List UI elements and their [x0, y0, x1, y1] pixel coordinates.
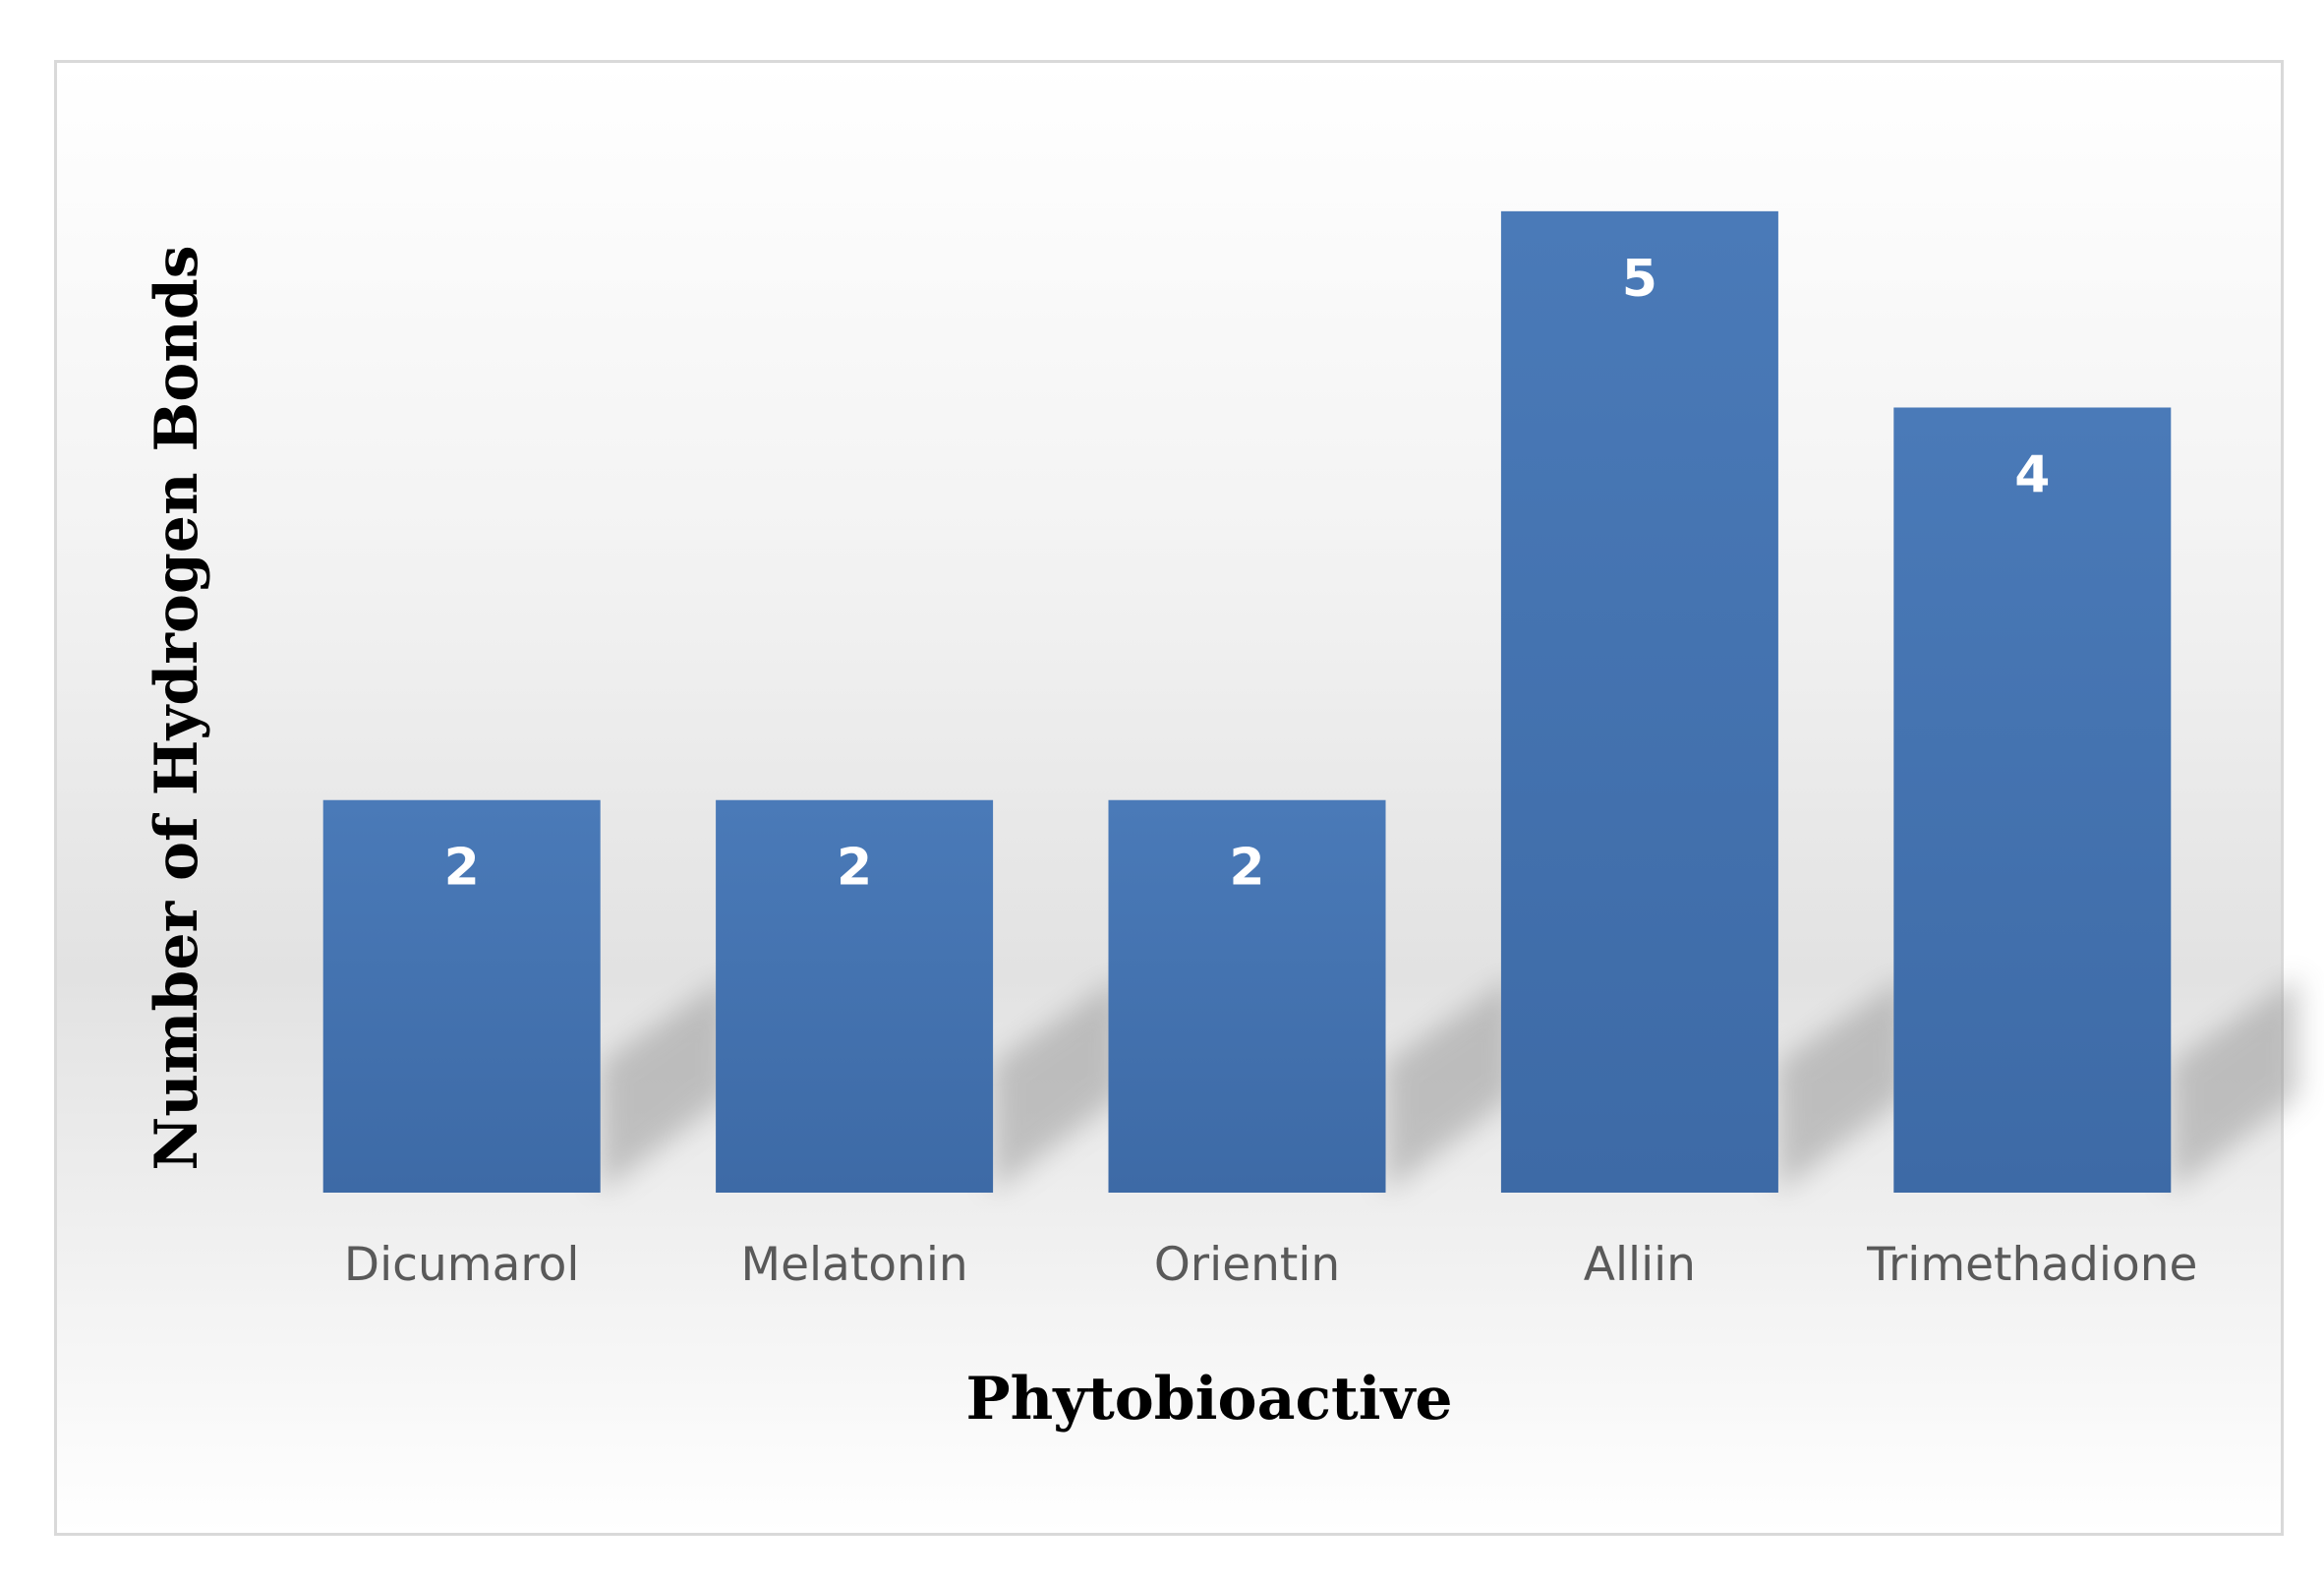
x-axis-title: Phytobioactive	[965, 1365, 1452, 1434]
bar-shadow	[1777, 976, 1906, 1193]
bar-orientin	[1108, 799, 1386, 1193]
bar-alliin	[1500, 210, 1778, 1193]
bar-shadow	[1385, 976, 1514, 1193]
data-label-orientin: 2	[1229, 839, 1264, 898]
x-tick-trimethadione: Trimethadione	[1866, 1238, 2197, 1292]
x-tick-dicumarol: Dicumarol	[344, 1238, 580, 1292]
bar-melatonin	[716, 799, 994, 1193]
data-label-trimethadione: 4	[2014, 445, 2050, 504]
data-label-alliin: 5	[1622, 250, 1657, 309]
data-labels-group: 2 2 2 5 4	[444, 250, 2051, 898]
bar-dicumarol	[322, 799, 601, 1193]
x-tick-alliin: Alliin	[1584, 1238, 1696, 1292]
y-axis-title: Number of Hydrogen Bonds	[143, 245, 211, 1170]
data-label-dicumarol: 2	[444, 839, 480, 898]
bar-shadow	[993, 976, 1122, 1193]
bar-shadow	[600, 976, 728, 1193]
bar-trimethadione	[1893, 407, 2172, 1194]
data-label-melatonin: 2	[837, 839, 872, 898]
bar-shadow	[2171, 976, 2299, 1193]
bars-group	[322, 210, 2172, 1194]
bar-shadows	[600, 976, 2299, 1193]
x-tick-labels-group: Dicumarol Melatonin Orientin Alliin Trimetha…	[344, 1238, 2198, 1292]
x-tick-orientin: Orientin	[1154, 1238, 1340, 1292]
x-tick-melatonin: Melatonin	[741, 1238, 968, 1292]
